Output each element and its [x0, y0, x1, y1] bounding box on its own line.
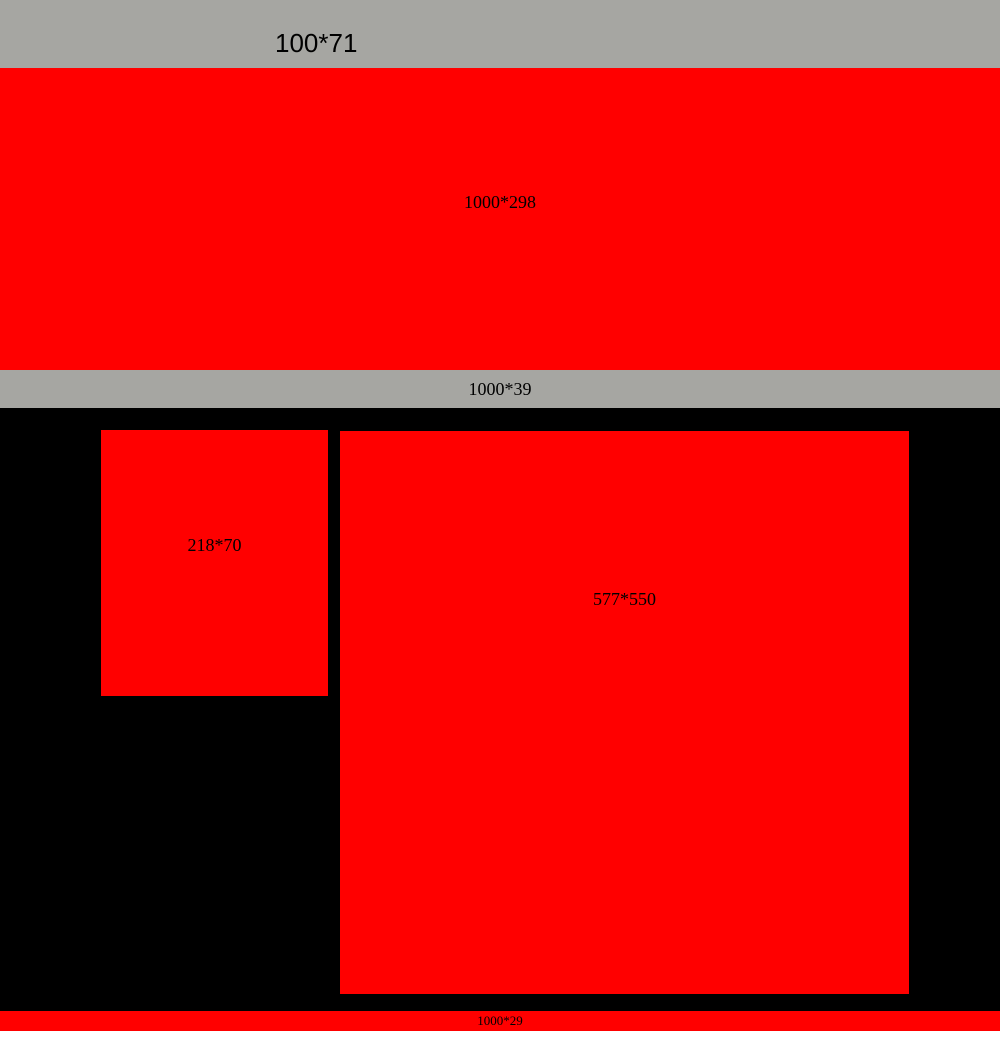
hero-red-block: 1000*298: [0, 68, 1000, 370]
left-box-label: 218*70: [188, 535, 242, 556]
header-label: 100*71: [275, 28, 357, 59]
hero-label: 1000*298: [464, 192, 536, 213]
mid-strip-label: 1000*39: [469, 379, 532, 400]
footer-strip-label: 1000*29: [477, 1013, 523, 1029]
right-red-box: 577*550: [340, 431, 909, 994]
mid-gray-strip: 1000*39: [0, 370, 1000, 408]
footer-red-strip: 1000*29: [0, 1011, 1000, 1031]
left-red-box: 218*70: [101, 430, 328, 696]
header-gray-bar: 100*71: [0, 0, 1000, 68]
right-box-label: 577*550: [593, 589, 656, 610]
